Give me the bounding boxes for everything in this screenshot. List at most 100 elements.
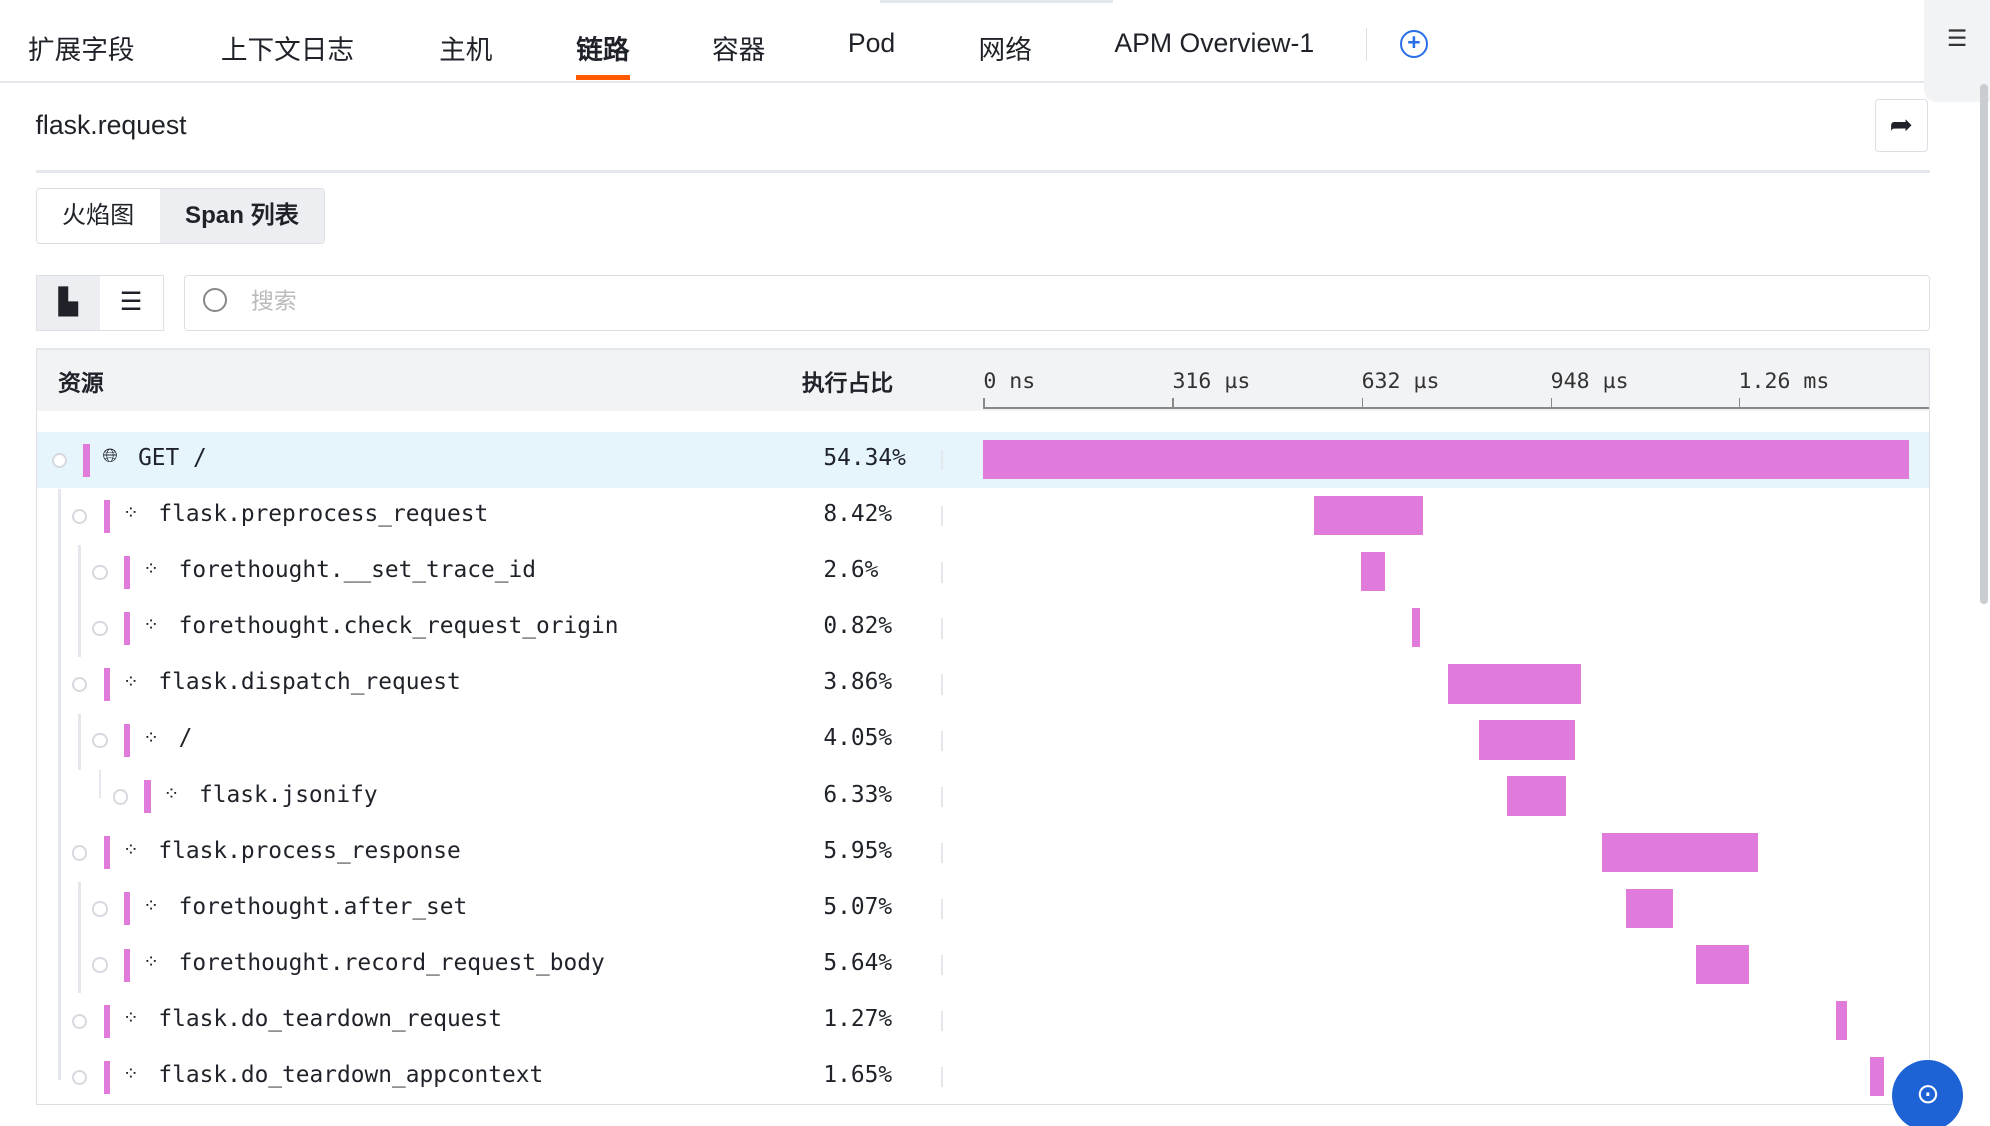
waterfall-view-icon[interactable]: ▙ (36, 276, 100, 331)
component-icon: ⁘ (122, 839, 139, 861)
tree-node-toggle[interactable] (92, 901, 108, 917)
tab-extended-fields[interactable]: 扩展字段 (27, 34, 135, 65)
table-row[interactable]: ⁘ flask.jsonify 6.33% (37, 769, 1930, 825)
tree-node-toggle[interactable] (72, 1069, 88, 1086)
tab-pod[interactable]: Pod (847, 27, 896, 58)
tree-node-toggle[interactable] (112, 789, 129, 805)
tab-apm-overview[interactable]: APM Overview-1 (1114, 27, 1315, 58)
tick-mark (1361, 397, 1363, 409)
component-icon: ⁘ (122, 1008, 139, 1030)
tree-node-toggle[interactable] (72, 676, 88, 693)
time-axis (983, 406, 1929, 410)
tab-context-logs[interactable]: 上下文日志 (220, 34, 355, 65)
table-row[interactable]: ⁘ flask.do_teardown_appcontext 1.65% (37, 1049, 1930, 1105)
table-row[interactable]: 🌐︎ GET / 54.34% (36, 432, 1930, 489)
tree-node-toggle[interactable] (92, 564, 108, 581)
tree-node-toggle[interactable] (72, 508, 88, 525)
view-switch: 火焰图 Span 列表 (35, 187, 326, 244)
component-icon: ⁘ (122, 503, 139, 525)
tick-label: 948 µs (1550, 368, 1629, 394)
table-row[interactable]: ⁘ forethought.record_request_body 5.64% (37, 937, 1930, 993)
service-color-stripe (103, 836, 111, 870)
span-bar[interactable] (1870, 1056, 1884, 1097)
component-icon: ⁘ (143, 559, 160, 581)
table-row[interactable]: ⁘ flask.dispatch_request 3.86% (37, 657, 1930, 713)
table-row[interactable]: ⁘ flask.preprocess_request 8.42% (37, 488, 1930, 544)
tab-container[interactable]: 容器 (712, 34, 766, 65)
col-resource: 资源 (58, 369, 104, 396)
column-divider (941, 562, 943, 583)
span-bar[interactable] (1360, 552, 1385, 592)
tab-bar: 扩展字段 上下文日志 主机 链路 容器 Pod 网络 APM Overview-… (0, 0, 1925, 84)
table-row[interactable]: ⁘ / 4.05% (37, 713, 1930, 769)
tick-label: 632 µs (1361, 368, 1440, 394)
tree-node-toggle[interactable] (92, 620, 108, 637)
span-ratio: 1.27% (823, 1005, 893, 1032)
tree-node-toggle[interactable] (92, 733, 108, 749)
span-name: GET / (138, 444, 207, 471)
span-bar[interactable] (1696, 944, 1749, 985)
globe-icon: 🌐︎ (102, 446, 118, 468)
table-row[interactable]: ⁘ flask.process_response 5.95% (37, 825, 1930, 881)
tick-label: 0 ns (983, 368, 1036, 394)
tab-divider (1365, 27, 1367, 61)
span-bar[interactable] (1836, 1000, 1848, 1041)
span-ratio: 5.95% (823, 837, 893, 864)
tree-line (78, 545, 81, 657)
table-row[interactable]: ⁘ forethought.after_set 5.07% (37, 881, 1930, 937)
table-row[interactable]: ⁘ forethought.check_request_origin 0.82% (37, 601, 1930, 657)
tree-node-toggle[interactable] (72, 1013, 88, 1029)
page-title: flask.request (35, 110, 187, 141)
span-bar[interactable] (1448, 664, 1581, 704)
tab-trace[interactable]: 链路 (576, 28, 630, 80)
search-input[interactable] (248, 286, 1904, 317)
span-bar[interactable] (1313, 495, 1423, 536)
table-row[interactable]: ⁘ forethought.__set_trace_id 2.6% (37, 544, 1930, 600)
tree-node-toggle[interactable] (92, 957, 108, 973)
tree-node-toggle[interactable] (72, 845, 88, 861)
span-ratio: 8.42% (823, 501, 893, 528)
component-icon: ⁘ (143, 895, 160, 917)
tab-host[interactable]: 主机 (439, 34, 493, 65)
screenshot-button[interactable]: ⊙ (1892, 1059, 1964, 1126)
component-icon: ⁘ (143, 727, 160, 749)
service-color-stripe (124, 892, 131, 926)
column-divider (941, 730, 943, 751)
tree-node-toggle[interactable] (51, 452, 68, 468)
tab-flame-graph[interactable]: 火焰图 (61, 201, 135, 229)
service-color-stripe (103, 668, 111, 702)
tree-line (78, 714, 81, 770)
span-bar[interactable] (1626, 888, 1674, 928)
scrollbar[interactable] (1979, 83, 1988, 605)
span-bar[interactable] (1411, 608, 1420, 648)
span-name: flask.preprocess_request (158, 501, 489, 528)
service-color-stripe (124, 724, 131, 758)
span-bar[interactable] (983, 439, 1909, 480)
component-icon: ⁘ (143, 615, 160, 637)
col-ratio: 执行占比 (801, 369, 894, 396)
tab-network[interactable]: 网络 (978, 34, 1032, 65)
span-ratio: 5.07% (823, 893, 893, 920)
span-ratio: 4.05% (823, 725, 893, 752)
span-bar[interactable] (1602, 832, 1758, 872)
span-name: forethought.record_request_body (178, 949, 605, 976)
collapse-panel-icon[interactable]: ☰ (1924, 0, 1990, 102)
column-divider (941, 450, 943, 471)
service-color-stripe (124, 555, 131, 589)
table-header: 资源 执行占比 0 ns 316 µs 632 µs 948 µs 1.26 m… (36, 349, 1930, 411)
column-divider (941, 674, 943, 695)
tree-line (98, 769, 102, 798)
span-bar[interactable] (1507, 776, 1566, 816)
column-divider (941, 898, 943, 920)
component-icon: ⁘ (163, 783, 180, 805)
tab-span-list[interactable]: Span 列表 (159, 188, 325, 243)
share-icon[interactable]: ➦ (1874, 98, 1928, 153)
span-bar[interactable] (1478, 720, 1576, 760)
span-table: 资源 执行占比 0 ns 316 µs 632 µs 948 µs 1.26 m… (35, 347, 1931, 1106)
list-view-icon[interactable]: ☰ (119, 288, 143, 317)
table-row[interactable]: ⁘ flask.do_teardown_request 1.27% (37, 993, 1930, 1049)
span-ratio: 3.86% (823, 669, 893, 696)
column-divider (941, 954, 943, 976)
add-tab-icon[interactable]: + (1399, 30, 1428, 59)
span-name: flask.jsonify (198, 781, 378, 808)
